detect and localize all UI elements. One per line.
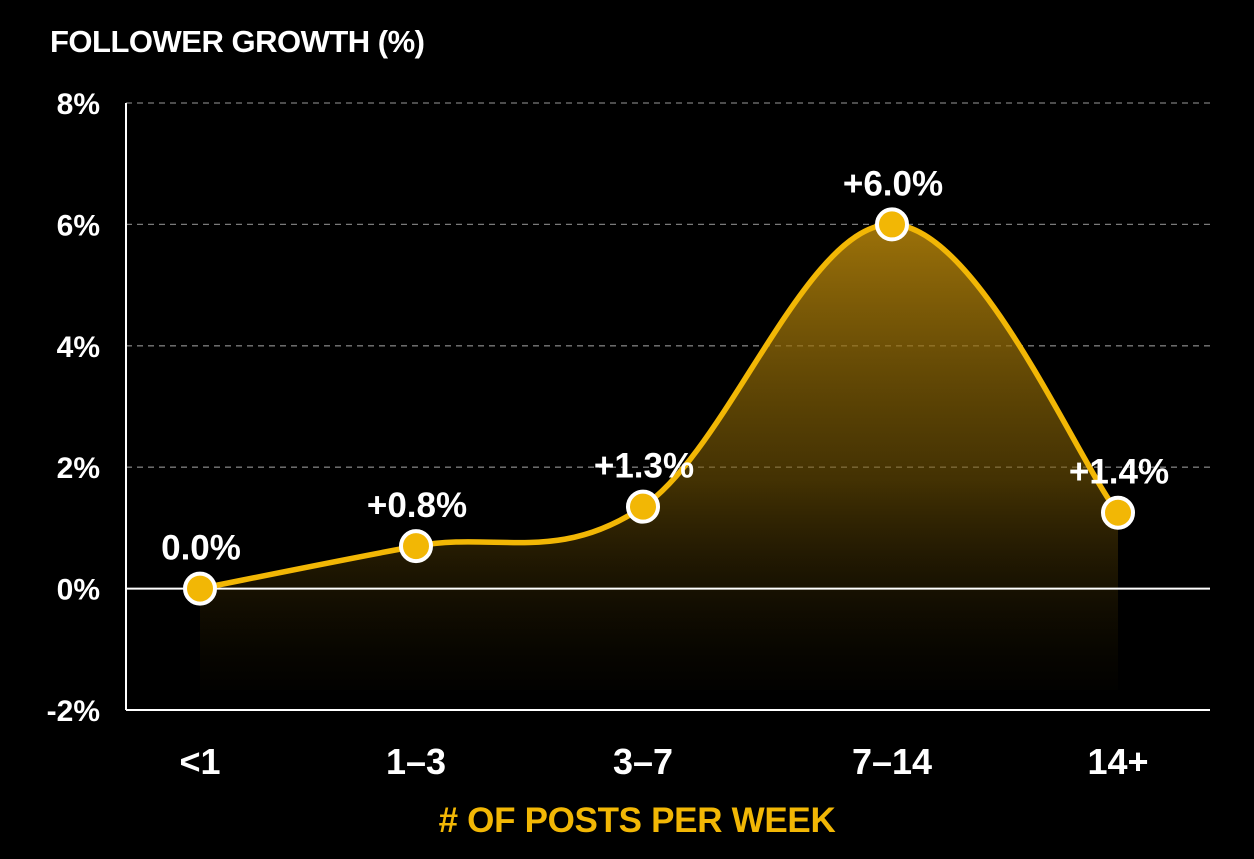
x-tick-label: 1–3	[386, 741, 446, 782]
data-label: +0.8%	[367, 486, 467, 525]
y-tick-label: 8%	[57, 88, 100, 121]
data-point-2	[626, 489, 660, 524]
area-fill-group	[200, 224, 1118, 690]
series-line	[197, 221, 1121, 592]
data-label: +1.4%	[1069, 453, 1169, 492]
data-point-1	[399, 529, 433, 564]
x-tick-label: 7–14	[852, 741, 932, 782]
x-axis-title: # OF POSTS PER WEEK	[439, 801, 836, 840]
data-labels: 0.0% +0.8% +1.3% +6.0% +1.4%	[161, 164, 1169, 567]
x-tick-label: 3–7	[613, 741, 673, 782]
y-axis-title: FOLLOWER GROWTH (%)	[50, 24, 425, 59]
y-tick-label: 4%	[57, 331, 100, 364]
data-points	[183, 207, 1135, 606]
series-line-group	[197, 221, 1121, 592]
data-label: 0.0%	[161, 529, 241, 568]
data-label: +1.3%	[594, 447, 694, 486]
x-tick-labels: <1 1–3 3–7 7–14 14+	[179, 741, 1148, 782]
data-point-4	[1101, 495, 1135, 530]
x-tick-label: <1	[179, 741, 220, 782]
y-tick-label: 6%	[57, 209, 100, 242]
y-tick-label: 0%	[57, 574, 100, 607]
y-tick-label: 2%	[57, 452, 100, 485]
y-tick-label: -2%	[47, 695, 100, 728]
x-tick-label: 14+	[1087, 741, 1148, 782]
y-tick-labels: 8% 6% 4% 2% 0% -2%	[47, 88, 100, 728]
axes	[125, 103, 1210, 711]
data-label: +6.0%	[843, 164, 943, 203]
data-point-0	[183, 571, 217, 606]
data-point-3	[875, 207, 909, 242]
area-fill	[200, 224, 1118, 690]
